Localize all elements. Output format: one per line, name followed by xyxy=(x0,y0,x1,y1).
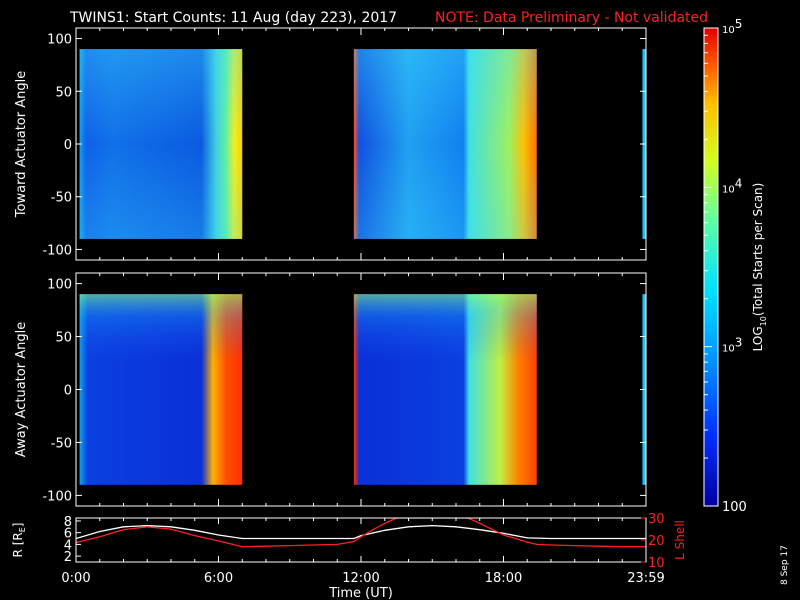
footer-date: 8 Sep 17 xyxy=(780,545,790,585)
preliminary-note: NOTE: Data Preliminary - Not validated xyxy=(435,10,708,26)
y-axis-label-right: L Shell xyxy=(673,520,687,560)
y-tick-label: -100 xyxy=(42,489,72,504)
heatmap-shading xyxy=(353,49,537,239)
colorbar-label: LOG10(Total Starts per Scan) xyxy=(751,183,768,352)
y-tick-label: 2 xyxy=(64,550,72,565)
y-tick-label: 8 xyxy=(64,515,72,530)
x-tick-label: 23:59 xyxy=(627,571,664,586)
y-tick-label: -100 xyxy=(42,243,72,258)
chart-title: TWINS1: Start Counts: 11 Aug (day 223), … xyxy=(69,10,397,26)
colorbar-tick-label: 104 xyxy=(722,176,742,195)
colorbar-tick-label: 103 xyxy=(722,336,742,355)
y-tick-label: 50 xyxy=(55,85,72,100)
lshell-series-line xyxy=(76,518,646,548)
y-tick-label-right: 30 xyxy=(648,512,665,527)
colorbar xyxy=(703,27,719,507)
heatmap-shading xyxy=(79,49,243,239)
y-tick-label: -50 xyxy=(51,436,72,451)
y-axis-label-left: R [RE] xyxy=(11,523,27,558)
y-tick-label: 6 xyxy=(64,527,72,542)
y-tick-label-right: 20 xyxy=(648,534,665,549)
line-panel-frame xyxy=(75,517,647,563)
y-tick-label: 0 xyxy=(64,138,72,153)
x-tick-label: 6:00 xyxy=(204,571,233,586)
y-axis-label: Away Actuator Angle xyxy=(14,322,29,457)
colorbar-tick-label: 100 xyxy=(722,500,747,515)
y-tick-label: 100 xyxy=(47,33,72,48)
x-tick-label: 18:00 xyxy=(485,571,522,586)
heatmap-panel-1: 100 50 0 -50 -100 Toward Actuator Angle xyxy=(14,27,647,261)
x-tick-label: 12:00 xyxy=(342,571,379,586)
heatmap-shading xyxy=(79,294,243,485)
y-tick-label-right: 10 xyxy=(648,556,665,571)
x-tick-label: 0:00 xyxy=(61,571,90,586)
heatmap-panel-2: 100 50 0 -50 -100 Away Actuator Angle xyxy=(14,272,647,507)
y-axis-label: Toward Actuator Angle xyxy=(14,71,29,218)
y-tick-label: 100 xyxy=(47,278,72,293)
y-tick-label: -50 xyxy=(51,191,72,206)
y-tick-label: 0 xyxy=(64,384,72,399)
y-tick-label: 50 xyxy=(55,331,72,346)
line-series-group xyxy=(76,518,646,548)
colorbar-tick-label: 105 xyxy=(722,17,742,36)
heatmap-shading xyxy=(353,294,537,485)
r-series-line xyxy=(76,524,646,540)
y-tick-label: 4 xyxy=(64,538,72,553)
x-axis-label: Time (UT) xyxy=(328,586,393,600)
